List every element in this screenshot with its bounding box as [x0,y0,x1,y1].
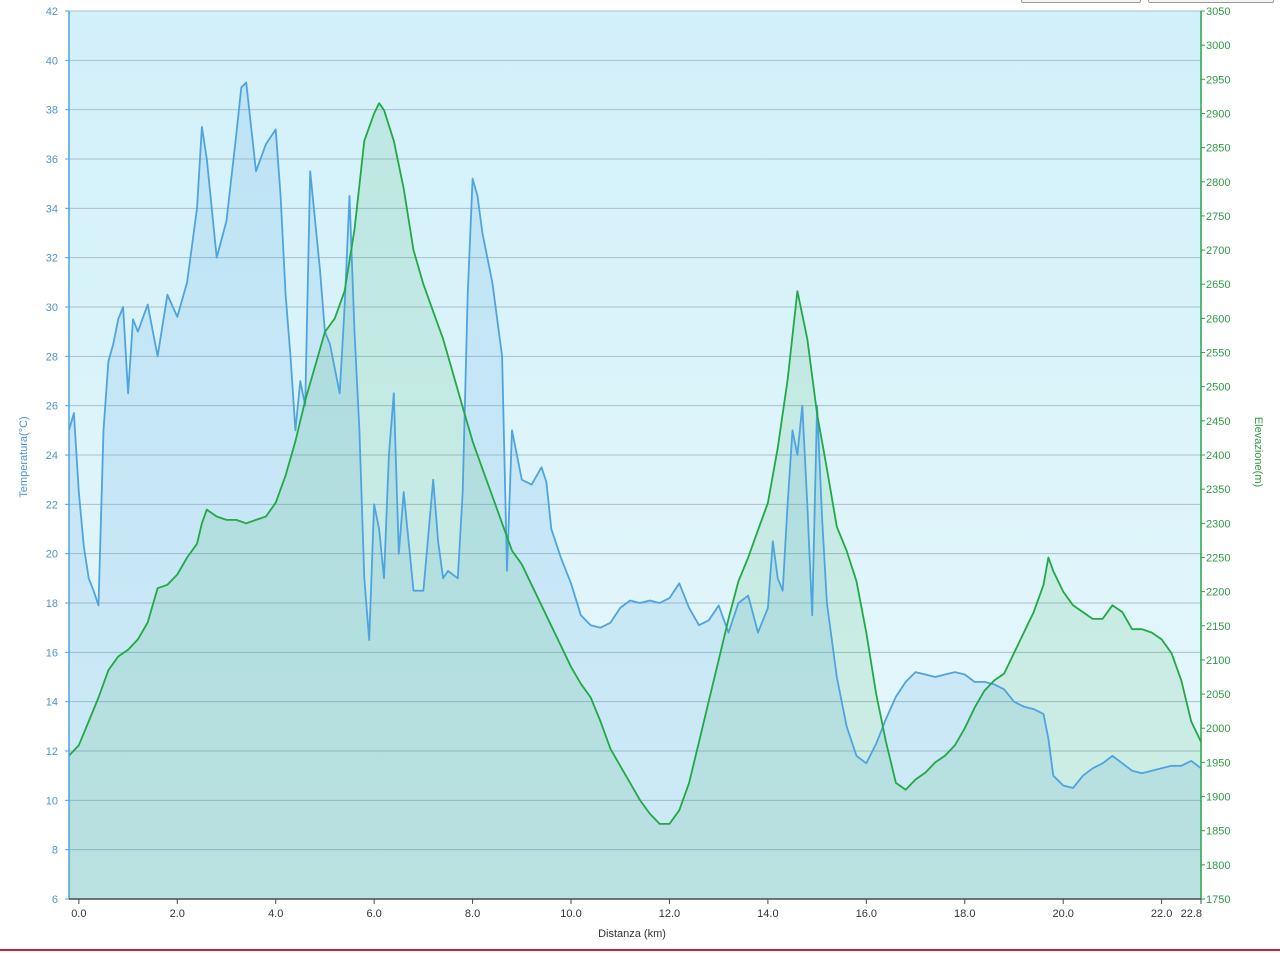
x-tick-label: 10.0 [560,908,581,920]
x-tick-label: 12.0 [659,908,680,920]
right-tick-label: 1900 [1206,792,1230,804]
left-tick-label: 14 [46,697,58,709]
x-tick-label: 14.0 [757,908,778,920]
right-tick-label: 2200 [1206,587,1230,599]
left-tick-label: 26 [46,401,58,413]
right-tick-label: 2550 [1206,348,1230,360]
left-tick-label: 16 [46,647,58,659]
elevazione-line [68,102,1202,825]
right-tick-label: 2900 [1206,108,1230,120]
right-tick-label: 3050 [1206,6,1230,18]
right-tick-label: 2500 [1206,382,1230,394]
right-tick-label: 2000 [1206,723,1230,735]
left-tick-label: 30 [46,302,58,314]
right-axis-title: Elevazione(m) [1252,417,1264,487]
x-tick-label: 6.0 [366,908,381,920]
right-tick-label: 2100 [1206,655,1230,667]
x-tick-label: 22.0 [1151,908,1172,920]
right-tick-label: 2650 [1206,279,1230,291]
x-tick-label: 0.0 [71,908,86,920]
x-tick-label: 16.0 [856,908,877,920]
x-tick-label: 22.8 [1181,908,1202,920]
left-tick-label: 6 [52,894,58,906]
left-tick-label: 18 [46,598,58,610]
left-tick-label: 36 [46,154,58,166]
top-toolbar-button-left[interactable] [1021,0,1141,3]
left-tick-label: 38 [46,105,58,117]
left-tick-label: 22 [46,499,58,511]
x-tick-label: 4.0 [268,908,283,920]
tick-labels: 42 40 38 36 34 32 30 28 26 24 22 20 18 16 14 12 10 8 6 3050… [46,6,1231,920]
left-axis-title: Temperatura(°C) [18,416,30,497]
x-tick-label: 8.0 [465,908,480,920]
bottom-rule [0,949,1280,951]
right-tick-label: 2050 [1206,689,1230,701]
left-tick-label: 28 [46,351,58,363]
right-tick-label: 2850 [1206,143,1230,155]
left-tick-label: 24 [46,450,58,462]
left-tick-label: 8 [52,845,58,857]
right-tick-label: 2800 [1206,177,1230,189]
right-tick-label: 2600 [1206,313,1230,325]
right-tick-label: 1950 [1206,757,1230,769]
x-tick-label: 20.0 [1052,908,1073,920]
left-tick-label: 12 [46,746,58,758]
right-tick-label: 1850 [1206,826,1230,838]
right-tick-label: 1800 [1206,860,1230,872]
top-toolbar-button-right[interactable] [1148,0,1274,3]
left-tick-label: 20 [46,549,58,561]
right-tick-label: 2150 [1206,621,1230,633]
right-tick-label: 3000 [1206,40,1230,52]
right-tick-label: 2400 [1206,450,1230,462]
left-tick-label: 40 [46,55,58,67]
left-tick-label: 34 [46,203,58,215]
left-tick-label: 32 [46,253,58,265]
left-tick-label: 10 [46,795,58,807]
x-tick-label: 18.0 [954,908,975,920]
series-layer [68,81,1202,899]
right-tick-label: 2250 [1206,552,1230,564]
right-tick-label: 1750 [1206,894,1230,906]
right-tick-label: 2750 [1206,211,1230,223]
left-tick-label: 42 [46,6,58,18]
elevazione-area [69,103,1201,899]
x-axis-title: Distanza (km) [598,928,666,940]
x-tick-label: 2.0 [170,908,185,920]
right-tick-label: 2950 [1206,74,1230,86]
right-tick-label: 2350 [1206,484,1230,496]
right-tick-label: 2700 [1206,245,1230,257]
right-tick-label: 2300 [1206,518,1230,530]
right-tick-label: 2450 [1206,416,1230,428]
temperatura-line [68,81,1202,789]
